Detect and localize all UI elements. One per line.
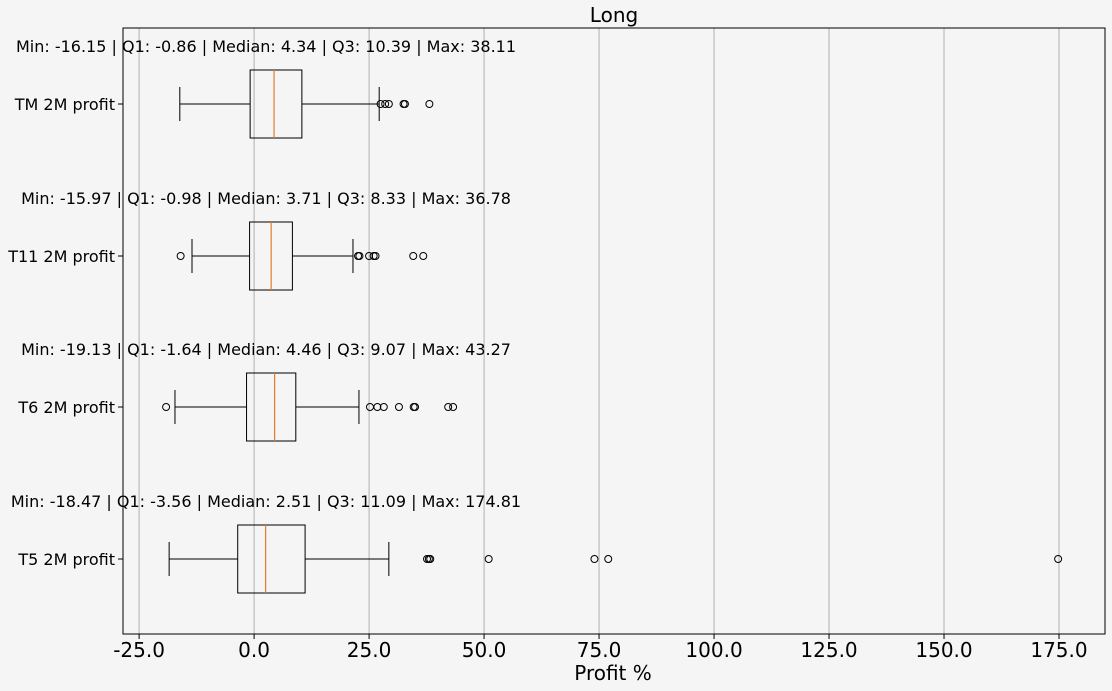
y-tick-label: T5 2M profit bbox=[17, 550, 115, 569]
outlier-point bbox=[409, 252, 418, 260]
outlier-point bbox=[381, 100, 390, 108]
outlier-point bbox=[604, 555, 613, 563]
x-tick-label: 75.0 bbox=[577, 638, 622, 662]
x-tick-label: 0.0 bbox=[238, 638, 270, 662]
box bbox=[246, 372, 297, 442]
x-tick-label: 25.0 bbox=[347, 638, 392, 662]
x-tick-label: 50.0 bbox=[462, 638, 507, 662]
y-tick-label: T11 2M profit bbox=[7, 247, 115, 266]
x-gridlines bbox=[138, 28, 1060, 634]
plot-frame bbox=[122, 27, 1106, 635]
box-group bbox=[176, 221, 428, 291]
box-group bbox=[162, 372, 458, 442]
outlier-point bbox=[590, 555, 599, 563]
y-tick-label: TM 2M profit bbox=[14, 95, 115, 114]
x-tick-label: -25.0 bbox=[113, 638, 165, 662]
outlier-point bbox=[373, 403, 382, 411]
outlier-point bbox=[371, 252, 380, 260]
x-axis-ticks: -25.0 0.0 25.0 50.0 75.0 100.0 125.0 150.0 175.0 bbox=[113, 634, 1088, 662]
box bbox=[237, 524, 306, 594]
x-tick-label: 100.0 bbox=[685, 638, 742, 662]
outlier-point bbox=[425, 100, 434, 108]
y-axis-ticks: TM 2M profit Min: -16.15 | Q1: -0.86 | Me… bbox=[7, 37, 521, 569]
outlier-point bbox=[419, 252, 428, 260]
stats-annotation: Min: -19.13 | Q1: -1.64 | Median: 4.46 |… bbox=[21, 340, 511, 359]
outlier-point bbox=[365, 252, 374, 260]
outlier-point bbox=[176, 252, 185, 260]
outlier-point bbox=[355, 252, 364, 260]
outlier-point bbox=[162, 403, 171, 411]
boxes bbox=[162, 69, 1063, 594]
outlier-point bbox=[379, 403, 388, 411]
y-tick-label: T6 2M profit bbox=[17, 398, 115, 417]
outlier-point bbox=[449, 403, 458, 411]
plot-area bbox=[123, 28, 1105, 634]
outlier-point bbox=[484, 555, 493, 563]
x-tick-label: 175.0 bbox=[1030, 638, 1087, 662]
outlier-point bbox=[1054, 555, 1063, 563]
outlier-point bbox=[384, 100, 393, 108]
x-axis-label: Profit % bbox=[574, 661, 652, 685]
outlier-point bbox=[376, 100, 385, 108]
outlier-point bbox=[426, 555, 435, 563]
box-group bbox=[179, 69, 434, 139]
x-tick-label: 150.0 bbox=[915, 638, 972, 662]
outlier-point bbox=[411, 403, 420, 411]
stats-annotation: Min: -18.47 | Q1: -3.56 | Median: 2.51 |… bbox=[11, 492, 521, 511]
outlier-point bbox=[400, 100, 409, 108]
stats-annotation: Min: -15.97 | Q1: -0.98 | Median: 3.71 |… bbox=[21, 189, 511, 208]
x-tick-label: 125.0 bbox=[800, 638, 857, 662]
outlier-point bbox=[394, 403, 403, 411]
stats-annotation: Min: -16.15 | Q1: -0.86 | Median: 4.34 |… bbox=[16, 37, 516, 56]
box-group bbox=[168, 524, 1063, 594]
outlier-point bbox=[444, 403, 453, 411]
box bbox=[249, 69, 303, 139]
chart-title: Long bbox=[590, 3, 638, 27]
